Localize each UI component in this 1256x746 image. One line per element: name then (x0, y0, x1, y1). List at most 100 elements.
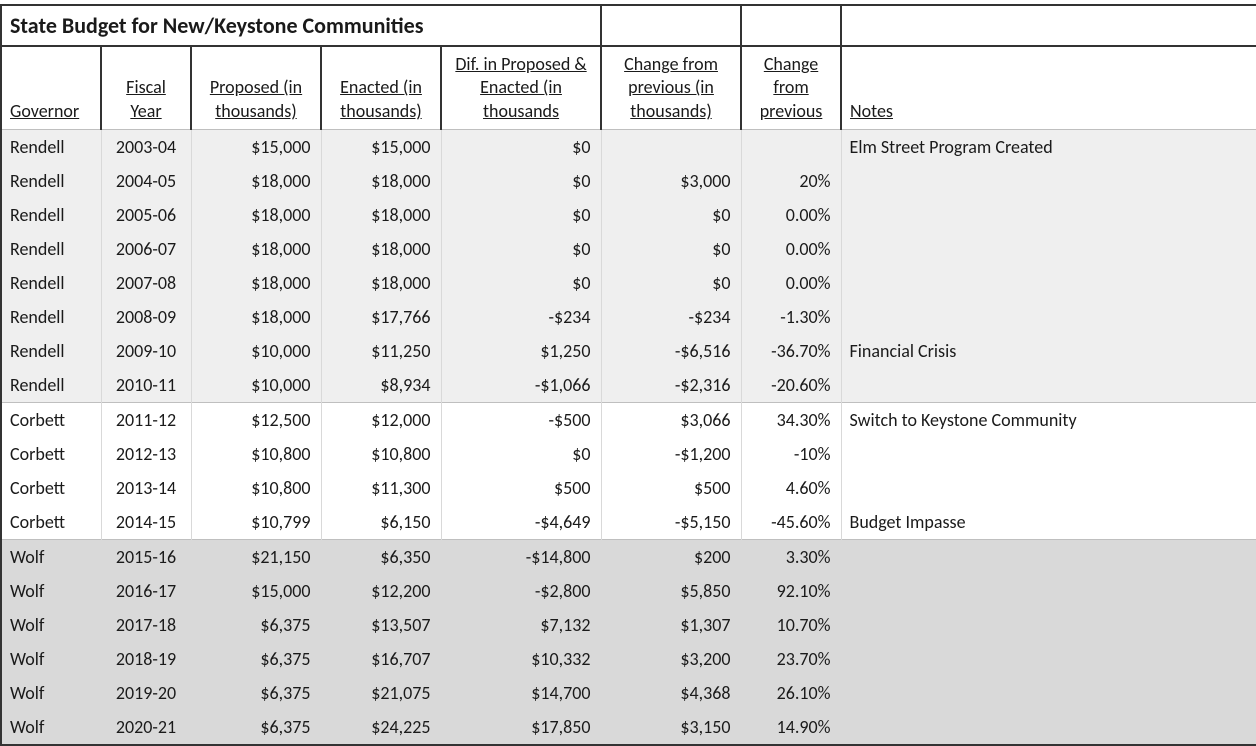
title-row: State Budget for New/Keystone Communitie… (1, 5, 1256, 46)
cell-notes (841, 676, 1256, 710)
header-row: Governor Fiscal Year Proposed (in thousa… (1, 46, 1256, 130)
cell-change-amt: $500 (601, 471, 741, 505)
table-row: Rendell2003-04$15,000$15,000$0Elm Street… (1, 130, 1256, 165)
cell-governor: Rendell (1, 266, 101, 300)
cell-change-pct: 3.30% (741, 540, 841, 575)
cell-governor: Rendell (1, 368, 101, 403)
cell-governor: Wolf (1, 642, 101, 676)
cell-enacted: $15,000 (321, 130, 441, 165)
cell-diff: -$500 (441, 403, 601, 438)
cell-enacted: $11,300 (321, 471, 441, 505)
cell-fiscal-year: 2015-16 (101, 540, 191, 575)
cell-change-pct: -45.60% (741, 505, 841, 540)
cell-enacted: $12,000 (321, 403, 441, 438)
cell-fiscal-year: 2017-18 (101, 608, 191, 642)
budget-table: State Budget for New/Keystone Communitie… (0, 4, 1256, 746)
cell-fiscal-year: 2020-21 (101, 710, 191, 745)
cell-governor: Corbett (1, 437, 101, 471)
cell-enacted: $18,000 (321, 266, 441, 300)
cell-fiscal-year: 2011-12 (101, 403, 191, 438)
cell-change-amt: -$1,200 (601, 437, 741, 471)
cell-governor: Rendell (1, 232, 101, 266)
cell-change-pct: 23.70% (741, 642, 841, 676)
cell-fiscal-year: 2006-07 (101, 232, 191, 266)
cell-proposed: $6,375 (191, 642, 321, 676)
cell-change-amt: $3,200 (601, 642, 741, 676)
cell-enacted: $13,507 (321, 608, 441, 642)
cell-enacted: $16,707 (321, 642, 441, 676)
cell-change-pct: 92.10% (741, 574, 841, 608)
cell-fiscal-year: 2003-04 (101, 130, 191, 165)
cell-change-pct: 20% (741, 164, 841, 198)
cell-change-amt: -$234 (601, 300, 741, 334)
cell-change-amt: $4,368 (601, 676, 741, 710)
cell-change-pct: 0.00% (741, 266, 841, 300)
cell-notes (841, 574, 1256, 608)
title-blank-cell (741, 5, 841, 46)
table-title: State Budget for New/Keystone Communitie… (1, 5, 601, 46)
table-row: Wolf2015-16$21,150$6,350-$14,800$2003.30… (1, 540, 1256, 575)
cell-fiscal-year: 2005-06 (101, 198, 191, 232)
cell-governor: Corbett (1, 505, 101, 540)
cell-diff: $10,332 (441, 642, 601, 676)
cell-change-amt: $0 (601, 232, 741, 266)
cell-enacted: $11,250 (321, 334, 441, 368)
table-row: Wolf2017-18$6,375$13,507$7,132$1,30710.7… (1, 608, 1256, 642)
cell-fiscal-year: 2018-19 (101, 642, 191, 676)
col-header-change-amt: Change from previous (in thousands) (601, 46, 741, 130)
table-row: Wolf2020-21$6,375$24,225$17,850$3,15014.… (1, 710, 1256, 745)
cell-fiscal-year: 2007-08 (101, 266, 191, 300)
cell-enacted: $18,000 (321, 164, 441, 198)
cell-notes (841, 300, 1256, 334)
cell-change-pct: 26.10% (741, 676, 841, 710)
cell-fiscal-year: 2019-20 (101, 676, 191, 710)
table-row: Wolf2018-19$6,375$16,707$10,332$3,20023.… (1, 642, 1256, 676)
cell-fiscal-year: 2009-10 (101, 334, 191, 368)
table-row: Corbett2013-14$10,800$11,300$500$5004.60… (1, 471, 1256, 505)
cell-notes: Switch to Keystone Community (841, 403, 1256, 438)
cell-governor: Rendell (1, 198, 101, 232)
cell-governor: Wolf (1, 676, 101, 710)
cell-governor: Rendell (1, 334, 101, 368)
cell-notes (841, 198, 1256, 232)
cell-change-amt: -$2,316 (601, 368, 741, 403)
cell-diff: $0 (441, 164, 601, 198)
col-header-enacted: Enacted (in thousands) (321, 46, 441, 130)
table-row: Wolf2016-17$15,000$12,200-$2,800$5,85092… (1, 574, 1256, 608)
table-row: Corbett2014-15$10,799$6,150-$4,649-$5,15… (1, 505, 1256, 540)
col-header-proposed: Proposed (in thousands) (191, 46, 321, 130)
cell-change-amt: -$5,150 (601, 505, 741, 540)
cell-notes (841, 710, 1256, 745)
table-row: Rendell2008-09$18,000$17,766-$234-$234-1… (1, 300, 1256, 334)
cell-governor: Wolf (1, 574, 101, 608)
cell-notes (841, 437, 1256, 471)
table-row: Rendell2004-05$18,000$18,000$0$3,00020% (1, 164, 1256, 198)
cell-fiscal-year: 2013-14 (101, 471, 191, 505)
cell-diff: -$2,800 (441, 574, 601, 608)
cell-governor: Rendell (1, 164, 101, 198)
col-header-change-pct: Change from previous (741, 46, 841, 130)
cell-proposed: $12,500 (191, 403, 321, 438)
cell-governor: Wolf (1, 540, 101, 575)
col-header-notes: Notes (841, 46, 1256, 130)
table-row: Wolf2019-20$6,375$21,075$14,700$4,36826.… (1, 676, 1256, 710)
col-header-diff: Dif. in Proposed & Enacted (in thousands (441, 46, 601, 130)
cell-proposed: $10,799 (191, 505, 321, 540)
cell-change-pct: -20.60% (741, 368, 841, 403)
cell-proposed: $18,000 (191, 300, 321, 334)
cell-diff: $14,700 (441, 676, 601, 710)
cell-change-pct (741, 130, 841, 165)
cell-diff: $0 (441, 198, 601, 232)
cell-change-pct: 4.60% (741, 471, 841, 505)
cell-diff: -$4,649 (441, 505, 601, 540)
cell-change-pct: -36.70% (741, 334, 841, 368)
cell-change-amt: $3,000 (601, 164, 741, 198)
cell-change-amt (601, 130, 741, 165)
cell-governor: Rendell (1, 300, 101, 334)
cell-enacted: $21,075 (321, 676, 441, 710)
cell-proposed: $10,800 (191, 471, 321, 505)
cell-notes (841, 164, 1256, 198)
cell-diff: -$234 (441, 300, 601, 334)
cell-governor: Wolf (1, 608, 101, 642)
cell-diff: $0 (441, 437, 601, 471)
